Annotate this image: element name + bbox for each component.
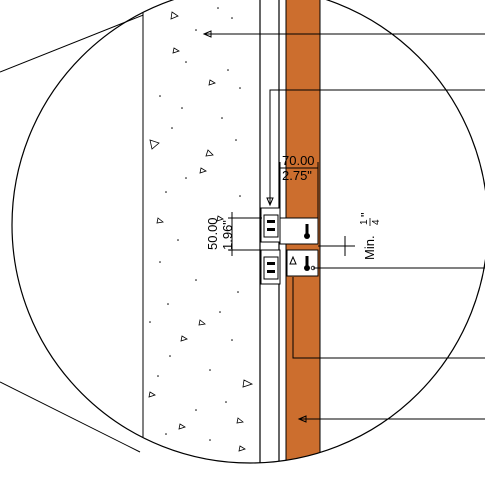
min-gap-numerator: 1 [359, 219, 370, 225]
leader-lines [204, 33, 485, 420]
bracket-upper [260, 207, 319, 245]
concrete-wall [143, 0, 260, 463]
height-in-label: 1.96" [220, 220, 235, 250]
width-in-label: 2.75" [282, 168, 312, 183]
min-gap-unit: " [358, 212, 373, 217]
min-gap-prefix: Min. [362, 235, 377, 260]
callout-line-bottom [0, 381, 141, 453]
min-gap-denominator: 4 [371, 219, 382, 225]
fastener-icon [304, 224, 316, 271]
height-mm-label: 50.00 [205, 217, 220, 250]
bracket-lower [260, 249, 319, 285]
min-gap-label: Min. [362, 235, 377, 260]
concrete-hatch [148, 11, 254, 462]
arrowheads [202, 30, 307, 423]
detail-circle [11, 0, 485, 464]
width-mm-label: 70.00 [282, 153, 315, 168]
